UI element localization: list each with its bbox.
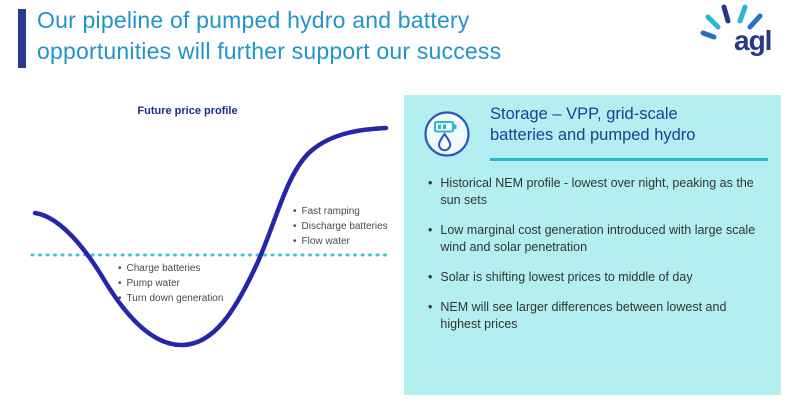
panel-bullet-text: Historical NEM profile - lowest over nig… xyxy=(440,176,754,207)
price-curve-chart xyxy=(30,125,394,348)
panel-bullet-list: • Historical NEM profile - lowest over n… xyxy=(428,175,768,346)
bullet-marker: • xyxy=(293,221,297,232)
panel-bullet-item: • Low marginal cost generation introduce… xyxy=(428,222,768,256)
bullet-marker: • xyxy=(428,176,433,190)
bullet-marker: • xyxy=(428,223,433,237)
bullet-marker: • xyxy=(293,236,297,247)
panel-bullet-text: Solar is shifting lowest prices to middl… xyxy=(440,270,693,284)
annotation-text: Fast ramping xyxy=(301,206,360,217)
annotation-text: Flow water xyxy=(301,236,350,247)
bullet-marker: • xyxy=(293,206,297,217)
annotations-above-baseline: • Fast ramping • Discharge batteries • F… xyxy=(293,204,388,249)
heading-divider xyxy=(490,158,768,161)
chart-title: Future price profile xyxy=(137,105,238,117)
battery-droplet-icon xyxy=(424,111,470,157)
slide-title-line1: Our pipeline of pumped hydro and battery xyxy=(37,7,470,33)
annotation-text: Discharge batteries xyxy=(301,221,388,232)
annotation-item: • Charge batteries xyxy=(118,261,223,276)
panel-bullet-text: NEM will see larger differences between … xyxy=(440,300,727,331)
panel-bullet-item: • Historical NEM profile - lowest over n… xyxy=(428,175,768,209)
bullet-marker: • xyxy=(118,293,122,304)
panel-heading: Storage – VPP, grid-scale batteries and … xyxy=(490,104,695,146)
agl-logo: agl xyxy=(698,3,792,65)
annotation-item: • Pump water xyxy=(118,276,223,291)
panel-bullet-text: Low marginal cost generation introduced … xyxy=(440,223,756,254)
annotation-item: • Fast ramping xyxy=(293,204,388,219)
agl-logo-rays-icon xyxy=(700,4,763,40)
bullet-marker: • xyxy=(118,263,122,274)
panel-bullet-item: • NEM will see larger differences betwee… xyxy=(428,299,768,333)
panel-bullet-item: • Solar is shifting lowest prices to mid… xyxy=(428,269,768,286)
annotation-text: Pump water xyxy=(126,278,180,289)
annotation-item: • Discharge batteries xyxy=(293,219,388,234)
slide-title-line2: opportunities will further support our s… xyxy=(37,38,502,64)
bullet-marker: • xyxy=(428,270,433,284)
panel-heading-line1: Storage – VPP, grid-scale xyxy=(490,105,678,123)
annotation-item: • Flow water xyxy=(293,234,388,249)
slide-title: Our pipeline of pumped hydro and battery… xyxy=(37,5,501,67)
annotation-item: • Turn down generation xyxy=(118,291,223,306)
annotation-text: Charge batteries xyxy=(126,263,201,274)
bullet-marker: • xyxy=(118,278,122,289)
annotation-text: Turn down generation xyxy=(126,293,224,304)
annotations-below-baseline: • Charge batteries • Pump water • Turn d… xyxy=(118,261,223,306)
storage-info-panel: Storage – VPP, grid-scale batteries and … xyxy=(404,95,781,395)
bullet-marker: • xyxy=(428,300,433,314)
price-curve-line xyxy=(32,125,389,348)
panel-heading-line2: batteries and pumped hydro xyxy=(490,126,696,144)
title-accent-bar xyxy=(18,9,26,68)
agl-logo-text: agl xyxy=(734,25,772,56)
